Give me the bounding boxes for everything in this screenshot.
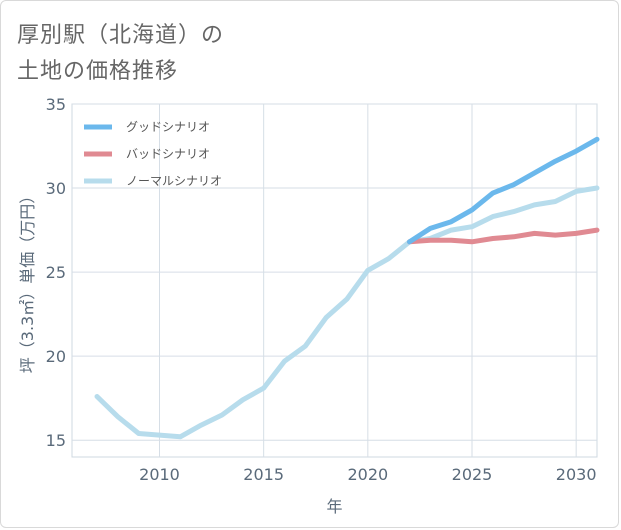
y-tick-label: 15 <box>46 431 66 450</box>
legend-label: ノーマルシナリオ <box>126 174 222 188</box>
series-line-0 <box>407 136 600 245</box>
x-tick-label: 2030 <box>556 465 597 484</box>
series-lines <box>94 136 600 440</box>
series-line-1 <box>407 227 600 245</box>
chart-title-line-2: 土地の価格推移 <box>17 59 179 84</box>
chart-title-line-1: 厚別駅（北海道）の <box>17 23 225 48</box>
y-axis-ticks: 15 20 25 30 35 <box>46 95 66 450</box>
legend-label: グッドシナリオ <box>126 120 210 134</box>
legend-label: バッドシナリオ <box>126 147 210 161</box>
series-line-2 <box>94 185 600 440</box>
x-tick-label: 2020 <box>347 465 388 484</box>
x-axis-ticks: 2010 2015 2020 2025 2030 <box>139 465 596 484</box>
y-tick-label: 25 <box>46 263 66 282</box>
x-tick-label: 2010 <box>139 465 180 484</box>
y-tick-label: 30 <box>46 179 66 198</box>
y-axis-title: 坪（3.3㎡）単価（万円） <box>18 188 37 373</box>
y-tick-label: 20 <box>46 347 66 366</box>
x-tick-label: 2025 <box>452 465 493 484</box>
x-axis-title: 年 <box>326 497 342 516</box>
x-tick-label: 2015 <box>243 465 284 484</box>
grid <box>71 103 598 458</box>
y-tick-label: 35 <box>46 95 66 114</box>
